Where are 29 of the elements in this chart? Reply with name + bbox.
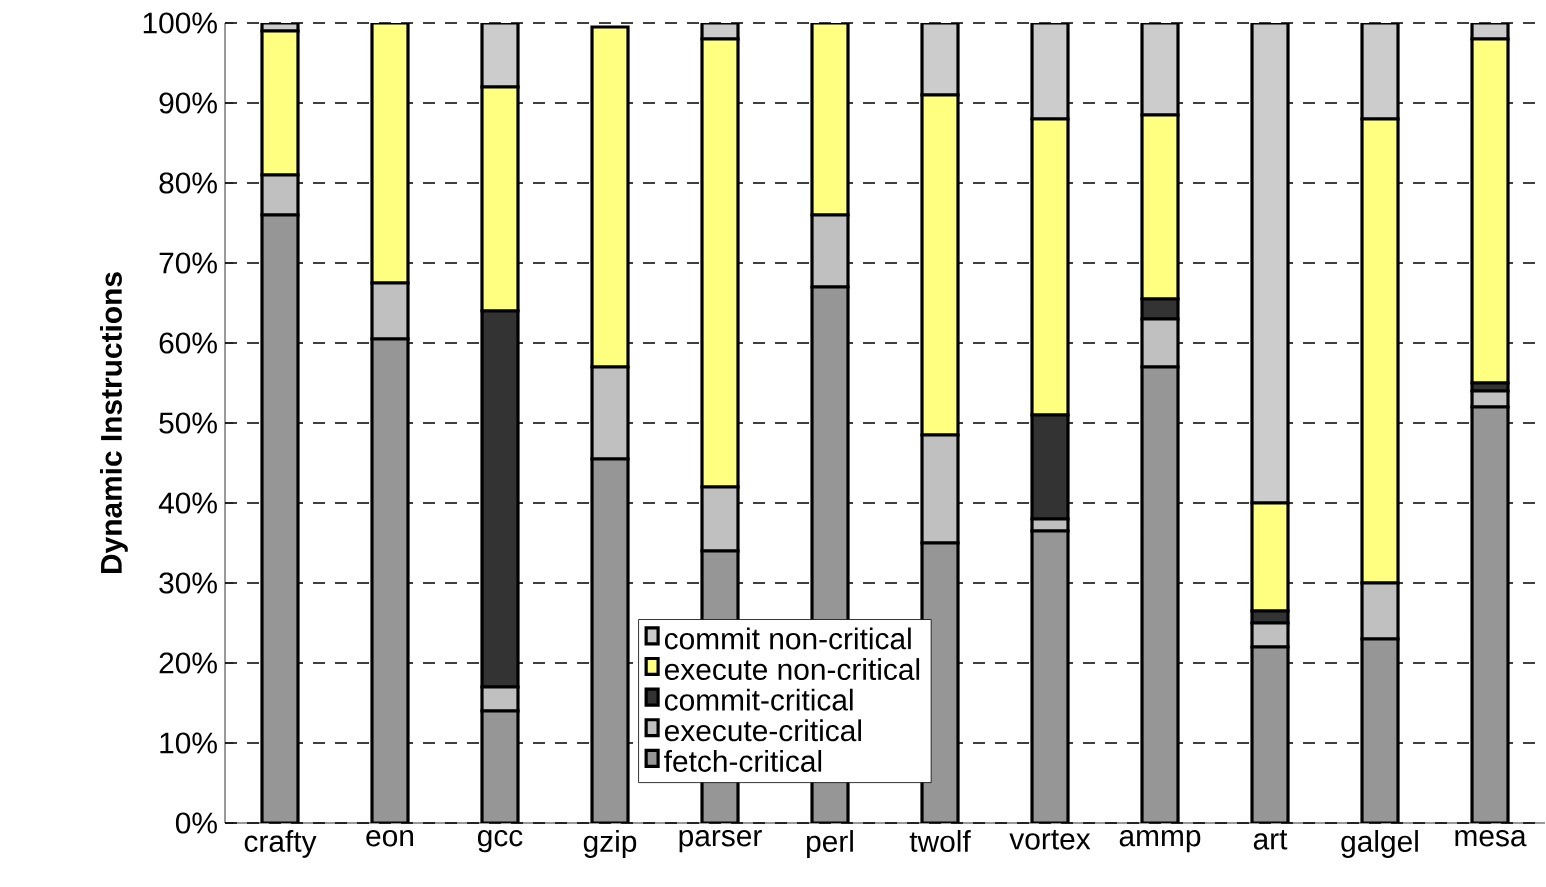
x-tick-label: gcc: [478, 830, 523, 853]
y-tick-label: 80%: [159, 172, 217, 194]
legend-label: commit non-critical: [664, 627, 911, 650]
legend-label: execute-critical: [664, 719, 861, 742]
y-tick-label: 60%: [159, 332, 217, 354]
x-tick-label: art: [1253, 830, 1288, 850]
y-tick-label: 10%: [160, 732, 217, 754]
y-tick-label: 90%: [159, 92, 217, 114]
y-tick-label: 30%: [159, 572, 217, 594]
x-tick-label: gzip: [583, 830, 637, 858]
y-tick-label: 70%: [159, 252, 217, 274]
y-tick-label: 20%: [159, 652, 217, 674]
y-tick-label: 100%: [143, 12, 217, 34]
x-tick-label: eon: [366, 830, 413, 847]
x-tick-label: vortex: [1009, 830, 1091, 850]
x-tick-label: ammp: [1119, 830, 1201, 853]
x-tick-label: parser: [679, 830, 762, 853]
y-tick-label: 0%: [175, 812, 217, 834]
x-tick-label: perl: [807, 830, 853, 858]
y-axis-title: Dynamic Instructions: [99, 272, 128, 573]
legend-label: fetch-critical: [664, 749, 822, 772]
legend-label: commit-critical: [664, 688, 853, 711]
y-tick-label: 40%: [158, 492, 217, 514]
y-tick-label: 50%: [159, 412, 217, 434]
x-tick-label: galgel: [1341, 830, 1418, 858]
x-tick-label: twolf: [909, 830, 971, 852]
legend-label: execute non-critical: [664, 658, 920, 681]
x-tick-label: crafty: [244, 830, 317, 858]
x-tick-label: mesa: [1455, 830, 1527, 847]
